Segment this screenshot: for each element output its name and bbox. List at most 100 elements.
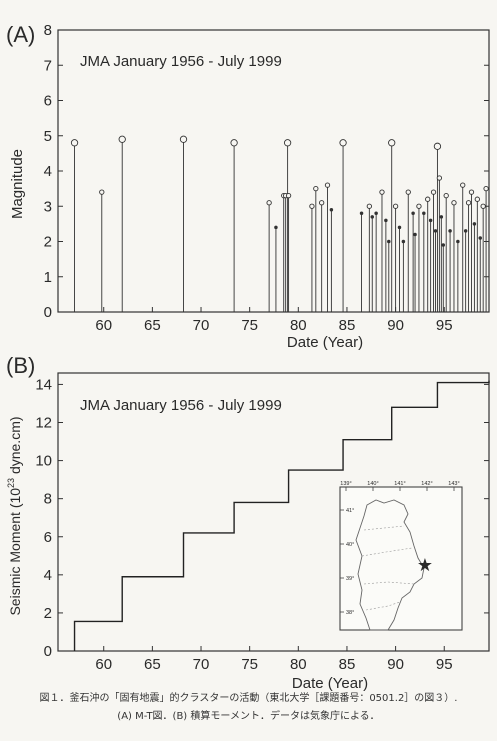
a-event-point [452, 201, 456, 205]
panel-b-ylabel-main: Seismic Moment (10 [7, 488, 23, 616]
a-event-point [484, 186, 488, 190]
a-event-point [275, 226, 278, 229]
a-event-point [449, 230, 452, 233]
b-ytick-label: 14 [35, 376, 52, 393]
a-event-point [385, 219, 388, 222]
a-ytick-label: 6 [44, 93, 52, 110]
a-event-point [389, 140, 395, 146]
a-ytick-label: 0 [44, 304, 52, 321]
inset-map-frame [340, 487, 462, 630]
inset-top-tick-label: 141° [394, 481, 405, 487]
a-event-point [71, 140, 77, 146]
a-event-point [402, 240, 405, 243]
a-event-point [437, 176, 441, 180]
a-ytick-label: 2 [44, 234, 52, 251]
panel-b-label: (B) [6, 353, 35, 378]
a-event-point [429, 219, 432, 222]
a-event-point [412, 212, 415, 215]
panel-a-ylabel: Magnitude [9, 149, 26, 219]
b-xtick-label: 95 [436, 656, 453, 673]
panel-a: (A) JMA January 1956 - July 1999 Magnitu… [6, 22, 489, 351]
inset-top-tick-label: 142° [421, 481, 432, 487]
inset-top-tick-label: 143° [448, 481, 459, 487]
a-event-point [440, 216, 443, 219]
a-event-point [340, 140, 346, 146]
inset-top-tick-label: 140° [367, 481, 378, 487]
a-xtick-label: 90 [387, 317, 404, 334]
a-event-point [481, 204, 485, 208]
b-xtick-label: 65 [144, 656, 161, 673]
a-event-point [100, 190, 104, 194]
a-event-point [231, 140, 237, 146]
a-event-point [426, 197, 430, 201]
b-xtick-label: 85 [339, 656, 356, 673]
a-xtick-label: 85 [339, 317, 356, 334]
a-event-point [434, 143, 440, 149]
a-event-point [119, 136, 125, 142]
a-ytick-label: 8 [44, 22, 52, 39]
panel-b-title: JMA January 1956 - July 1999 [80, 397, 282, 414]
a-xtick-label: 95 [436, 317, 453, 334]
inset-left-tick-label: 38° [346, 610, 354, 616]
b-xtick-label: 90 [387, 656, 404, 673]
a-xtick-label: 60 [95, 317, 112, 334]
figure-caption-line-1: 図１．釜石沖の「固有地震」的クラスターの活動（東北大学［課題番号：0501.2］… [0, 689, 497, 704]
a-xtick-label: 65 [144, 317, 161, 334]
a-event-point [325, 183, 329, 187]
b-ytick-label: 10 [35, 453, 52, 470]
a-event-point [314, 186, 318, 190]
a-event-point [469, 190, 473, 194]
b-ytick-label: 6 [44, 529, 52, 546]
a-event-point [444, 193, 448, 197]
inset-top-tick-label: 139° [340, 481, 351, 487]
panel-a-label: (A) [6, 22, 35, 47]
inset-left-tick-label: 40° [346, 542, 354, 548]
a-event-point [284, 140, 290, 146]
a-event-point [464, 230, 467, 233]
a-event-point [434, 230, 437, 233]
a-event-point [461, 183, 465, 187]
b-ytick-label: 12 [35, 415, 52, 432]
panel-b-ylabel-sup: 23 [6, 478, 16, 488]
panel-b-ylabel: Seismic Moment (1023 dyne.cm) [6, 416, 23, 615]
a-event-point [310, 204, 314, 208]
a-event-point [423, 212, 426, 215]
b-ytick-label: 4 [44, 567, 52, 584]
a-event-point [473, 223, 476, 226]
a-ytick-label: 1 [44, 269, 52, 286]
a-event-point [393, 204, 397, 208]
b-xtick-label: 60 [95, 656, 112, 673]
a-xtick-label: 70 [193, 317, 210, 334]
inset-left-tick-label: 41° [346, 508, 354, 514]
a-event-point [375, 212, 378, 215]
a-event-point [414, 233, 417, 236]
a-event-point [380, 190, 384, 194]
a-event-point [360, 212, 363, 215]
b-ytick-label: 8 [44, 491, 52, 508]
a-event-point [475, 197, 479, 201]
inset-left-tick-label: 39° [346, 576, 354, 582]
panel-a-xlabel: Date (Year) [287, 334, 363, 351]
a-event-point [180, 136, 186, 142]
a-event-point [267, 201, 271, 205]
a-event-point [406, 190, 410, 194]
a-xtick-label: 75 [241, 317, 258, 334]
a-event-point [286, 193, 290, 197]
b-ytick-label: 0 [44, 643, 52, 660]
a-event-point [479, 237, 482, 240]
panel-b-ylabel-tail: dyne.cm) [7, 416, 23, 477]
panel-a-marks [71, 136, 488, 312]
b-xtick-label: 75 [241, 656, 258, 673]
a-event-point [466, 201, 470, 205]
a-event-point [371, 216, 374, 219]
inset-map: 139° 140° 141° 142° 143° 41° 40° 39° 38° ★ [340, 481, 462, 630]
b-ytick-label: 2 [44, 605, 52, 622]
panel-b: (B) JMA January 1956 - July 1999 Seismic… [6, 353, 489, 692]
a-event-point [367, 204, 371, 208]
panel-a-title: JMA January 1956 - July 1999 [80, 53, 282, 70]
b-xtick-label: 70 [193, 656, 210, 673]
a-xtick-label: 80 [290, 317, 307, 334]
epicenter-star-icon: ★ [417, 555, 433, 575]
figure-caption-line-2: (A) M-T図．(B) 積算モーメント．データは気象庁による． [0, 707, 497, 722]
